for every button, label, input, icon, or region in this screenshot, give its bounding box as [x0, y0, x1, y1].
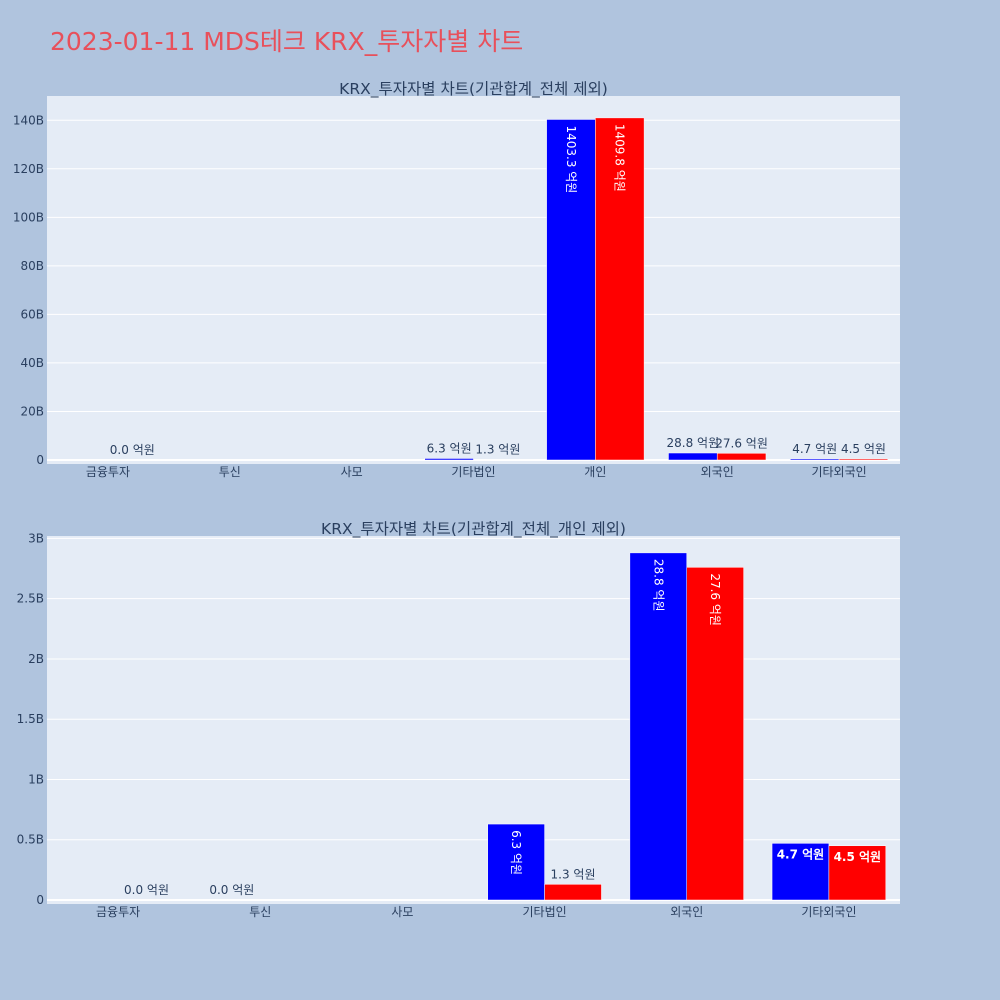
bar-data-label: 4.5 억원: [834, 850, 882, 864]
y-tick-label: 0.5B: [17, 833, 44, 847]
bar: [828, 845, 887, 901]
bar: [629, 552, 688, 901]
y-tick-label: 1B: [28, 772, 44, 786]
y-tick-label: 2B: [28, 652, 44, 666]
x-tick-label: 사모: [341, 465, 363, 479]
bar-data-label: 4.7 억원: [792, 442, 837, 456]
y-tick-label: 40B: [20, 356, 44, 370]
bar: [487, 823, 545, 901]
bar-data-label: 28.8 억원: [651, 559, 665, 612]
bar: [424, 458, 474, 461]
bar-data-label: 6.3 억원: [509, 830, 523, 875]
chart-1: 0 20B 40B 60B 80B 100B 120B 140B KRX_투자자별 차트(기관합…: [13, 80, 900, 479]
bar-data-label: 0.0 억원: [110, 443, 155, 457]
x-tick-label: 기타외국인: [811, 465, 866, 479]
bar: [686, 567, 744, 901]
x-tick-label: 투신: [249, 905, 271, 919]
chart-title: KRX_투자자별 차트(기관합계_전체_개인 제외): [321, 520, 626, 539]
x-tick-label: 기타법인: [451, 465, 495, 479]
bar-data-label: 27.6 억원: [715, 436, 768, 450]
bar-data-label: 1.3 억원: [551, 867, 596, 881]
bar-data-label: 0.0 억원: [124, 883, 169, 897]
plot-area: [47, 96, 900, 464]
y-tick-label: 0: [36, 893, 44, 907]
chart-title: KRX_투자자별 차트(기관합계_전체 제외): [339, 80, 608, 99]
bar-data-label: 4.7 억원: [777, 847, 825, 861]
bar: [771, 843, 830, 901]
plot-area: [47, 536, 900, 904]
bar: [544, 884, 602, 901]
bar-data-label: 0.0 억원: [209, 883, 254, 897]
bar: [546, 119, 596, 461]
y-tick-label: 100B: [13, 210, 44, 224]
bar: [595, 117, 645, 461]
x-tick-label: 외국인: [701, 465, 734, 479]
y-tick-label: 140B: [13, 113, 44, 127]
x-tick-label: 외국인: [670, 905, 703, 919]
y-tick-label: 60B: [20, 307, 44, 321]
y-tick-label: 0: [36, 453, 44, 467]
y-tick-label: 2.5B: [17, 592, 44, 606]
y-tick-label: 1.5B: [17, 712, 44, 726]
bar: [716, 453, 767, 461]
y-tick-label: 20B: [20, 404, 44, 418]
y-tick-label: 80B: [20, 259, 44, 273]
x-tick-label: 금융투자: [96, 905, 140, 919]
y-tick-label: 120B: [13, 162, 44, 176]
x-tick-label: 기타법인: [522, 905, 566, 919]
y-tick-label: 3B: [28, 531, 44, 545]
x-tick-label: 기타외국인: [801, 905, 856, 919]
bar-data-label: 4.5 억원: [841, 442, 886, 456]
x-tick-label: 투신: [219, 465, 241, 479]
bar-data-label: 1409.8 억원: [613, 124, 627, 192]
x-tick-label: 금융투자: [86, 465, 130, 479]
bar-data-label: 28.8 억원: [667, 436, 720, 450]
page-title: 2023-01-11 MDS테크 KRX_투자자별 차트: [50, 27, 524, 56]
bar: [668, 452, 718, 461]
bar-data-label: 1403.3 억원: [564, 125, 578, 193]
bar-data-label: 27.6 억원: [708, 573, 722, 626]
chart-2: 0 0.5B 1B 1.5B 2B 2.5B 3B KRX_투자자별 차트(기관합계_전체_개…: [17, 520, 900, 919]
bar-data-label: 1.3 억원: [475, 443, 520, 457]
x-tick-label: 개인: [584, 465, 606, 479]
bar: [790, 458, 840, 461]
bar-data-label: 6.3 억원: [427, 441, 472, 455]
bar: [838, 458, 889, 461]
x-tick-label: 사모: [391, 905, 413, 919]
